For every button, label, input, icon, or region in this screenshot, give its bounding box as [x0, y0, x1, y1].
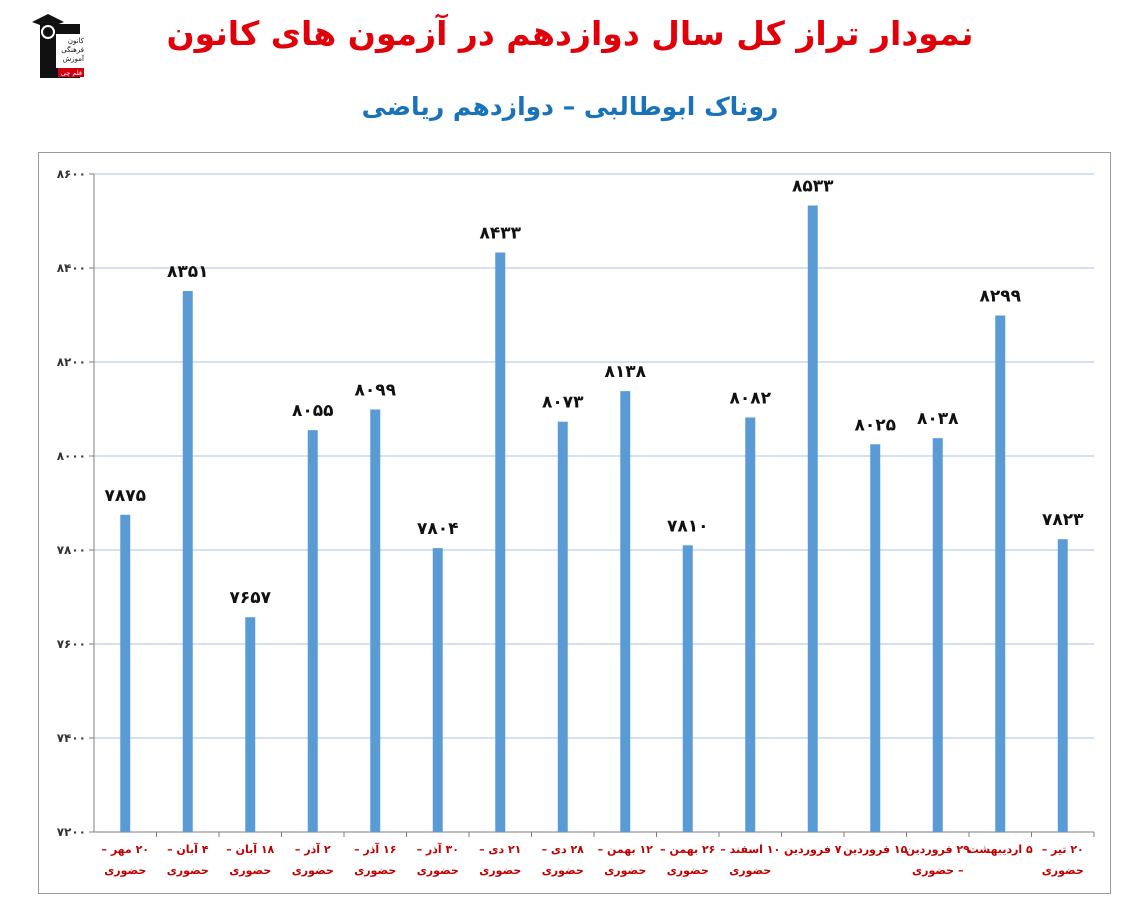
x-category-label: حضوری — [292, 864, 334, 877]
y-tick-label: ۸۰۰۰ — [57, 449, 86, 463]
x-category-label: ۷ فروردین — [784, 843, 842, 856]
bar — [557, 421, 568, 832]
data-label: ۸۰۸۲ — [729, 388, 771, 408]
x-category-label: ۱۶ آذر – — [354, 842, 396, 856]
logo-line-1: کانون — [68, 37, 85, 45]
x-category-label: حضوری — [542, 864, 584, 877]
data-label: ۷۸۱۰ — [667, 516, 709, 536]
x-category-label: حضوری — [667, 864, 709, 877]
y-tick-label: ۷۸۰۰ — [57, 543, 86, 557]
x-category-label: حضوری — [604, 864, 646, 877]
x-category-label: حضوری — [479, 864, 521, 877]
chart-subtitle: روناک ابوطالبی – دوازدهم ریاضی — [361, 92, 779, 121]
data-label: ۷۸۷۵ — [104, 486, 146, 506]
x-category-label: حضوری — [417, 864, 459, 877]
logo-line-2: فرهنگی — [61, 45, 84, 54]
x-category-label: حضوری — [104, 864, 146, 877]
data-label: ۸۱۳۸ — [604, 362, 646, 382]
chart-title: نمودار تراز کل سال دوازدهم در آزمون های … — [166, 14, 974, 53]
y-tick-label: ۸۲۰۰ — [57, 355, 86, 369]
bar — [182, 291, 193, 832]
data-label: ۷۸۰۴ — [417, 519, 459, 539]
data-label: ۸۰۷۳ — [542, 393, 584, 413]
data-label: ۸۲۹۹ — [979, 286, 1021, 306]
x-category-label: ۲۱ دی – — [479, 843, 521, 856]
bar — [307, 430, 318, 832]
bar — [745, 417, 756, 832]
x-category-label: ۴ آبان – — [167, 842, 209, 856]
bar — [807, 205, 818, 833]
bar — [370, 409, 381, 832]
y-tick-label: ۷۲۰۰ — [57, 825, 86, 839]
x-category-label: ۱۲ بهمن – — [598, 843, 654, 856]
bar — [245, 617, 256, 832]
x-category-label: ۱۸ آبان – — [226, 842, 274, 856]
x-category-label: ۲ آذر – — [295, 842, 331, 856]
data-label: ۸۰۳۸ — [917, 409, 959, 429]
data-label: ۸۰۵۵ — [292, 401, 334, 421]
data-label: ۷۶۵۷ — [229, 588, 271, 608]
data-label: ۸۳۵۱ — [167, 262, 209, 282]
x-category-label: حضوری — [354, 864, 396, 877]
bar — [995, 315, 1006, 833]
kanoon-logo: کانون فرهنگی آموزش قلم چی — [30, 10, 88, 80]
bar — [932, 438, 943, 832]
data-label: ۸۴۳۳ — [479, 223, 521, 243]
bar — [120, 514, 131, 832]
x-category-label: حضوری — [1042, 864, 1084, 877]
x-category-label: ۵ اردیبهشت — [968, 843, 1033, 856]
bar — [432, 548, 443, 832]
x-category-label: ۲۰ تیر – — [1042, 843, 1084, 856]
x-category-label: ۲۸ دی – — [542, 843, 585, 856]
x-category-label: ۲۶ بهمن – — [660, 843, 715, 856]
bar — [620, 391, 631, 832]
x-category-label: ۱۰ اسفند – — [720, 843, 780, 856]
logo-line-4: قلم چی — [61, 69, 82, 77]
chart-frame: ۷۲۰۰ ۷۴۰۰ ۷۶۰۰ ۷۸۰۰ ۸۰۰۰ ۸۲۰۰ ۸۴۰۰ ۸۶۰۰ ۷۸۷۵ ۲۰ م… — [38, 152, 1111, 894]
data-label: ۷۸۲۳ — [1042, 510, 1084, 530]
x-category-label: ۲۹ فروردین — [906, 843, 970, 856]
y-tick-label: ۸۶۰۰ — [57, 167, 86, 181]
x-category-label: حضوری — [729, 864, 771, 877]
x-category-label: ۲۰ مهر – — [101, 843, 149, 856]
y-tick-label: ۸۴۰۰ — [57, 261, 86, 275]
bar — [495, 252, 506, 832]
y-tick-label: ۷۴۰۰ — [57, 731, 86, 745]
data-label: ۸۰۹۹ — [354, 380, 396, 400]
data-label: ۸۰۲۵ — [854, 415, 896, 435]
x-category-label: – حضوری — [912, 864, 963, 877]
x-category-label: حضوری — [229, 864, 271, 877]
y-tick-label: ۷۶۰۰ — [57, 637, 86, 651]
x-category-label: ۳۰ آذر – — [417, 842, 459, 856]
data-label: ۸۵۳۳ — [792, 176, 834, 196]
x-category-label: ۱۵ فروردین — [843, 843, 907, 856]
x-category-label: حضوری — [167, 864, 209, 877]
bar-chart: ۷۲۰۰ ۷۴۰۰ ۷۶۰۰ ۷۸۰۰ ۸۰۰۰ ۸۲۰۰ ۸۴۰۰ ۸۶۰۰ ۷۸۷۵ ۲۰ م… — [57, 167, 1095, 877]
bar — [870, 444, 881, 832]
logo-line-3: آموزش — [63, 54, 85, 63]
bar — [1057, 539, 1068, 832]
bar — [682, 545, 693, 832]
